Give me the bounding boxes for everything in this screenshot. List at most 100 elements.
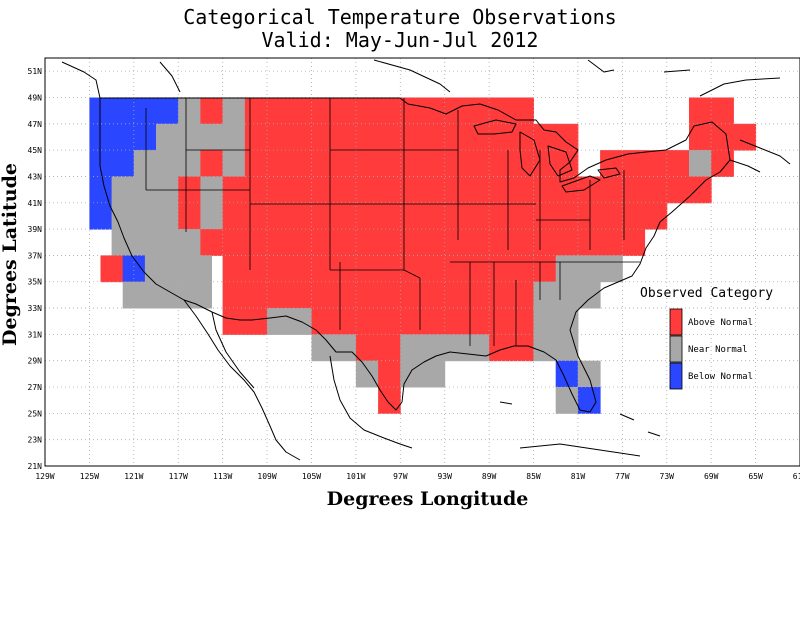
category-cell-above	[289, 255, 312, 283]
category-cell-near	[311, 334, 335, 362]
legend-swatch-above	[669, 308, 683, 336]
category-cell-above	[333, 281, 357, 309]
category-cell-above	[333, 97, 357, 125]
latitude-tick-label: 39N	[28, 225, 43, 234]
category-cell-above	[333, 229, 357, 256]
category-cell-below	[133, 97, 157, 125]
category-cell-near	[555, 281, 579, 309]
category-cell-above	[444, 308, 468, 335]
category-cell-above	[600, 229, 623, 256]
category-cell-above	[289, 150, 312, 177]
longitude-tick-label: 81W	[571, 472, 586, 481]
map-title: Categorical Temperature Observations	[183, 5, 617, 29]
category-cell-above	[555, 150, 579, 177]
category-cell-above	[311, 255, 335, 283]
latitude-tick-label: 35N	[28, 278, 43, 287]
category-cell-above	[466, 202, 490, 230]
category-cell-above	[466, 229, 490, 256]
longitude-tick-label: 93W	[437, 472, 452, 481]
category-cell-above	[289, 229, 312, 256]
category-cell-above	[533, 176, 557, 204]
category-cell-below	[89, 123, 113, 151]
category-cell-above	[222, 281, 246, 309]
category-cell-above	[355, 150, 379, 177]
category-cell-near	[577, 255, 601, 283]
longitude-tick-label: 89W	[482, 472, 497, 481]
category-cell-above	[244, 255, 268, 283]
category-cell-above	[533, 150, 557, 177]
category-cell-above	[466, 176, 490, 204]
category-cell-above	[200, 97, 224, 125]
category-cell-near	[167, 281, 190, 309]
category-cell-above	[355, 229, 379, 256]
longitude-tick-label: 65W	[748, 472, 763, 481]
category-cell-above	[244, 229, 268, 256]
latitude-tick-label: 43N	[28, 172, 43, 181]
category-cell-above	[533, 202, 557, 230]
category-cell-above	[178, 202, 201, 230]
category-cell-above	[489, 123, 512, 151]
category-cell-above	[489, 176, 512, 204]
category-cell-near	[555, 387, 579, 414]
category-cell-near	[533, 308, 557, 335]
category-cell-above	[333, 202, 357, 230]
category-cell-above	[378, 334, 401, 362]
category-cell-above	[311, 176, 335, 204]
category-cell-above	[466, 97, 490, 125]
category-cell-above	[489, 281, 512, 309]
category-cell-above	[622, 176, 646, 204]
category-cell-above	[333, 176, 357, 204]
category-cell-above	[333, 255, 357, 283]
longitude-tick-label: 105W	[302, 472, 321, 481]
category-cell-above	[511, 334, 534, 362]
category-cell-above	[244, 176, 268, 204]
category-cell-above	[311, 97, 335, 125]
longitude-tick-label: 77W	[615, 472, 630, 481]
category-cell-above	[622, 150, 646, 177]
category-cell-near	[133, 229, 157, 256]
category-cell-above	[378, 97, 401, 125]
category-cell-below	[555, 360, 579, 388]
category-cell-near	[111, 229, 135, 256]
category-cell-below	[89, 176, 113, 204]
category-cell-above	[511, 150, 534, 177]
category-cell-above	[333, 123, 357, 151]
category-cell-above	[533, 229, 557, 256]
category-cell-above	[489, 334, 512, 362]
category-cell-above	[378, 308, 401, 335]
category-cell-near	[133, 202, 157, 230]
category-cell-above	[511, 176, 534, 204]
category-cell-above	[511, 202, 534, 230]
category-cell-near	[533, 334, 557, 362]
category-cell-above	[733, 123, 757, 151]
category-cell-near	[189, 281, 212, 309]
category-cell-near	[422, 360, 446, 388]
category-cell-above	[600, 176, 623, 204]
category-cell-above	[400, 202, 423, 230]
category-cell-below	[133, 123, 157, 151]
category-cell-above	[444, 150, 468, 177]
category-cell-above	[355, 202, 379, 230]
category-cell-above	[244, 281, 268, 309]
category-cell-above	[400, 255, 423, 283]
category-cell-above	[244, 150, 268, 177]
category-cell-above	[511, 255, 534, 283]
category-cell-above	[555, 202, 579, 230]
category-cell-above	[200, 150, 224, 177]
category-cell-below	[89, 97, 113, 125]
category-cell-near	[178, 150, 201, 177]
category-cell-below	[89, 202, 113, 230]
category-cell-above	[378, 360, 401, 388]
category-cell-above	[533, 255, 557, 283]
longitude-tick-label: 97W	[393, 472, 408, 481]
category-cell-above	[244, 308, 268, 335]
category-cell-above	[422, 123, 446, 151]
category-cell-above	[355, 97, 379, 125]
category-cell-near	[355, 360, 379, 388]
category-cell-above	[400, 308, 423, 335]
category-cell-above	[689, 176, 712, 204]
category-cell-near	[144, 255, 168, 283]
category-cell-above	[244, 97, 268, 125]
category-cell-near	[400, 334, 423, 362]
